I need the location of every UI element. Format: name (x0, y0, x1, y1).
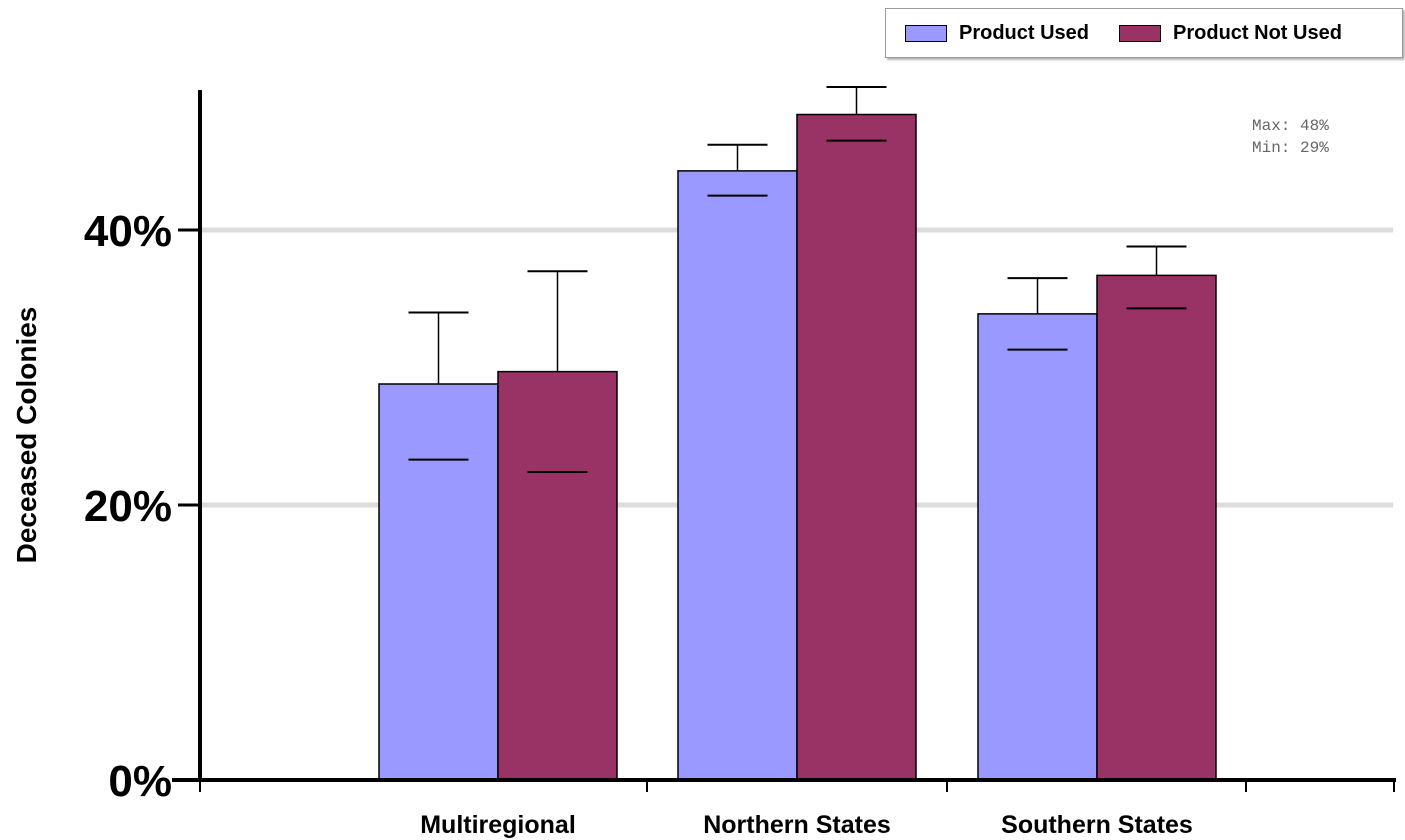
bar-product-not-used-multiregional (498, 372, 617, 780)
bar-product-used-northern-states (678, 171, 797, 780)
y-axis-title: Deceased Colonies (11, 307, 42, 564)
legend-label-product-used: Product Used (959, 22, 1089, 45)
bar-product-used-southern-states (978, 314, 1097, 780)
legend-swatch-product-not-used (1119, 25, 1161, 42)
max-annotation: Max: 48% (1252, 115, 1329, 137)
bar-product-not-used-southern-states (1097, 275, 1216, 780)
y-tick-label-0: 0% (108, 757, 172, 806)
legend: Product Used Product Not Used (885, 8, 1403, 58)
bar-product-used-multiregional (379, 384, 498, 780)
x-category-label-southern-states: Southern States (1001, 811, 1193, 839)
legend-swatch-product-used (905, 25, 947, 42)
bar-product-not-used-northern-states (797, 115, 916, 781)
legend-item-product-not-used: Product Not Used (1119, 22, 1342, 45)
stats-annotation: Max: 48% Min: 29% (1252, 115, 1329, 159)
bar-layer (379, 115, 1216, 781)
legend-item-product-used: Product Used (905, 22, 1089, 45)
x-category-label-multiregional: Multiregional (420, 811, 576, 839)
y-tick-label-40: 40% (84, 207, 172, 256)
x-category-label-northern-states: Northern States (703, 811, 891, 839)
y-tick-label-20: 20% (84, 482, 172, 531)
legend-label-product-not-used: Product Not Used (1173, 22, 1342, 45)
min-annotation: Min: 29% (1252, 137, 1329, 159)
